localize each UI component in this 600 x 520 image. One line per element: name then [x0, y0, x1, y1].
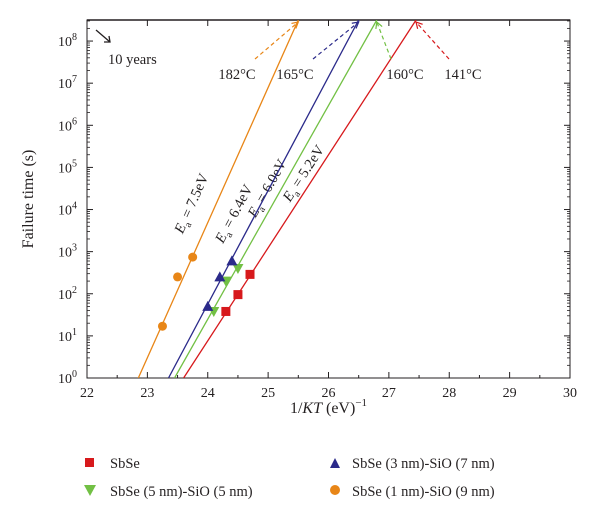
y-tick-label: 102: [58, 285, 77, 303]
legend-marker-square: [85, 458, 94, 467]
legend-marker-circle: [330, 485, 340, 495]
data-point-square: [221, 306, 231, 316]
data-point-circle: [157, 321, 167, 331]
legend-label: SbSe (5 nm)-SiO (5 nm): [110, 484, 253, 500]
y-tick-label: 105: [58, 158, 77, 176]
legend-marker-triangle-down: [84, 485, 96, 496]
y-tick-label: 107: [58, 74, 77, 92]
legend-marker-triangle-up: [330, 458, 340, 468]
legend-label: SbSe (3 nm)-SiO (7 nm): [352, 456, 495, 472]
ten-year-annotation: 10 years: [108, 52, 157, 68]
temperature-arrow-head: [291, 21, 300, 29]
x-tick-label: 28: [442, 386, 456, 401]
y-tick-label: 104: [58, 201, 77, 219]
fit-line: [183, 20, 417, 378]
x-tick-label: 25: [261, 386, 275, 401]
x-tick-label: 29: [503, 386, 517, 401]
x-tick-label: 22: [80, 386, 94, 401]
y-tick-label: 103: [58, 243, 77, 261]
data-point-circle: [173, 272, 183, 282]
ten-year-arrow-head: [104, 35, 111, 43]
y-tick-label: 106: [58, 116, 77, 134]
legend-item-sbse: SbSe: [85, 456, 140, 472]
data-point-triangle-down: [232, 263, 244, 274]
temperature-arrow: [254, 21, 299, 60]
activation-energy-label: Ea = 5.2eV: [279, 142, 330, 207]
temperature-arrow-head: [415, 21, 423, 29]
temperature-label: 165°C: [276, 67, 313, 83]
x-axis-title: 1/KT (eV)−1: [290, 397, 367, 417]
x-tick-label: 24: [201, 386, 215, 401]
data-point-circle: [188, 252, 198, 262]
temperature-arrow: [415, 21, 450, 60]
temperature-label: 141°C: [444, 67, 481, 83]
temperature-arrow: [312, 21, 360, 60]
y-axis-title: Failure time (s): [20, 150, 37, 249]
fit-line: [167, 20, 360, 378]
legend-label: SbSe (1 nm)-SiO (9 nm): [352, 484, 495, 500]
temperature-arrow-head: [351, 21, 360, 29]
plot-area: 22 23 24 25 26 27 28 29 30 100 101 102 103 104 105 106 1…: [20, 19, 577, 417]
legend-item-sbse-1nm-sio-9nm: SbSe (1 nm)-SiO (9 nm): [330, 484, 495, 500]
fit-line: [137, 20, 299, 378]
ten-year-arrow-shaft: [95, 29, 111, 43]
y-tick-label: 101: [58, 327, 77, 345]
temperature-arrow: [376, 21, 392, 60]
temperature-arrow-head: [375, 20, 383, 30]
x-tick-label: 27: [382, 386, 396, 401]
fit-line: [173, 20, 378, 378]
data-point-square: [233, 290, 243, 300]
x-tick-label: 26: [322, 386, 336, 401]
legend-label: SbSe: [110, 456, 140, 472]
data-point-square: [245, 269, 255, 279]
y-tick-label: 100: [58, 369, 77, 387]
data-point-triangle-up: [226, 255, 238, 266]
y-tick-label: 108: [58, 32, 77, 50]
x-tick-label: 23: [140, 386, 154, 401]
activation-energy-label: Ea = 7.5eV: [171, 171, 215, 238]
x-tick-label: 30: [563, 386, 577, 401]
legend-item-sbse-3nm-sio-7nm: SbSe (3 nm)-SiO (7 nm): [330, 456, 495, 472]
legend: SbSe SbSe (3 nm)-SiO (7 nm) SbSe (5 nm)-…: [84, 456, 495, 500]
temperature-label: 182°C: [218, 67, 255, 83]
data-point-triangle-up: [214, 271, 226, 282]
temperature-label: 160°C: [386, 67, 423, 83]
data-point-triangle-up: [202, 300, 214, 311]
legend-item-sbse-5nm-sio-5nm: SbSe (5 nm)-SiO (5 nm): [84, 484, 253, 500]
